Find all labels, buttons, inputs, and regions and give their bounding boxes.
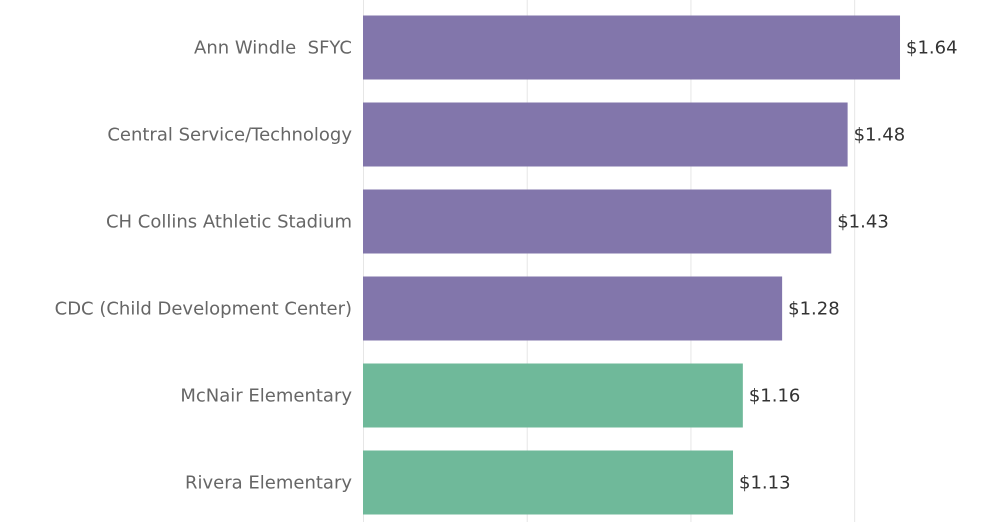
- value-label: $1.13: [739, 473, 791, 494]
- bar: [363, 450, 734, 515]
- bar: [363, 363, 743, 428]
- category-label: CDC (Child Development Center): [55, 299, 352, 320]
- value-label: $1.28: [788, 299, 840, 320]
- bar: [363, 15, 901, 80]
- value-label: $1.48: [854, 125, 906, 146]
- bar: [363, 276, 783, 341]
- value-label: $1.43: [837, 212, 889, 233]
- category-label: CH Collins Athletic Stadium: [106, 212, 352, 233]
- category-label: Rivera Elementary: [185, 473, 352, 494]
- value-label: $1.64: [906, 38, 958, 59]
- value-label: $1.16: [749, 386, 801, 407]
- category-label: McNair Elementary: [180, 386, 352, 407]
- category-label: Ann Windle SFYC: [194, 38, 352, 59]
- bar: [363, 189, 832, 254]
- bar: [363, 102, 848, 167]
- category-label: Central Service/Technology: [107, 125, 352, 146]
